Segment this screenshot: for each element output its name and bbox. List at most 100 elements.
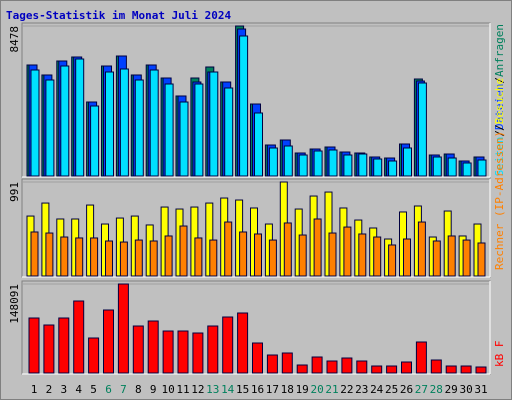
bar	[134, 79, 144, 177]
x-tick-label: 9	[150, 383, 157, 396]
bar	[164, 235, 173, 277]
bar	[358, 233, 367, 277]
bar	[119, 241, 128, 277]
x-tick-label: 21	[325, 383, 338, 396]
bar	[194, 83, 204, 177]
bar	[194, 237, 203, 277]
bar	[462, 239, 471, 277]
bar	[447, 157, 457, 177]
bar	[283, 222, 292, 277]
bar	[356, 360, 368, 374]
bar	[90, 105, 100, 177]
x-tick-label: 11	[176, 383, 189, 396]
bar	[119, 68, 129, 177]
legend-entry: kB F	[493, 341, 506, 368]
bar	[326, 360, 338, 374]
x-tick-label: 15	[236, 383, 249, 396]
bar	[224, 221, 233, 277]
bar	[313, 218, 322, 277]
x-tick-label: 7	[120, 383, 127, 396]
bar	[117, 283, 129, 374]
bar	[328, 232, 337, 277]
bar	[43, 324, 55, 374]
bar	[60, 65, 70, 177]
x-tick-label: 13	[206, 383, 219, 396]
bar	[252, 342, 263, 374]
bar	[149, 69, 159, 177]
bar	[222, 316, 234, 374]
bar	[209, 239, 218, 277]
x-tick-label: 14	[221, 383, 235, 396]
bar	[268, 239, 277, 277]
x-tick-label: 6	[105, 383, 112, 396]
x-tick-label: 23	[355, 383, 368, 396]
legend-entry: Rechner (IP-Adressen)	[493, 131, 506, 270]
bar	[373, 236, 382, 277]
bar	[209, 71, 219, 177]
bar	[311, 356, 323, 374]
x-tick-label: 17	[266, 383, 279, 396]
bar	[403, 147, 412, 177]
bar	[134, 239, 143, 277]
bar	[60, 236, 69, 277]
bar	[432, 156, 442, 177]
bar	[177, 330, 189, 374]
bar	[45, 79, 55, 177]
bar	[239, 35, 249, 177]
x-tick-label: 16	[251, 383, 264, 396]
x-tick-label: 5	[90, 383, 97, 396]
bar	[179, 101, 189, 177]
bar	[75, 237, 84, 277]
x-tick-label: 12	[191, 383, 204, 396]
bar	[283, 145, 293, 177]
bar	[105, 71, 114, 177]
bar	[239, 231, 248, 277]
y-tick-label: 148091	[8, 284, 21, 324]
bar	[401, 361, 412, 374]
bar	[460, 365, 472, 374]
bar	[388, 244, 397, 277]
bar	[266, 354, 278, 374]
x-tick-label: 31	[474, 383, 487, 396]
legend: kB F	[493, 341, 506, 368]
bar	[73, 300, 85, 374]
bar	[45, 232, 54, 277]
bar	[90, 237, 99, 277]
bar	[298, 234, 307, 277]
bar	[207, 325, 219, 374]
bar	[224, 87, 234, 177]
bar	[475, 366, 487, 374]
bar	[179, 225, 188, 277]
legend: Seiten/Dateien/Anfragen	[493, 24, 506, 176]
bar	[371, 365, 383, 374]
bar	[417, 221, 426, 277]
bar	[296, 364, 308, 374]
bar	[147, 320, 159, 374]
x-tick-label: 8	[135, 383, 142, 396]
bar	[386, 365, 398, 374]
x-tick-label: 18	[281, 383, 294, 396]
legend-entry: Dateien	[493, 84, 506, 130]
bar	[237, 312, 249, 374]
bar	[432, 240, 441, 277]
legend-entry: Seiten	[493, 137, 506, 177]
bar	[268, 147, 278, 177]
x-tick-label: 30	[459, 383, 472, 396]
legend-separator: /	[493, 130, 506, 137]
bar	[462, 162, 472, 177]
x-tick-label: 19	[296, 383, 309, 396]
x-tick-label: 10	[161, 383, 174, 396]
x-tick-label: 20	[310, 383, 323, 396]
bar	[343, 226, 352, 277]
bar	[328, 149, 338, 177]
bar	[254, 112, 263, 177]
y-tick-label: 8478	[8, 26, 21, 53]
bar	[132, 325, 144, 374]
bar	[415, 341, 427, 374]
bar	[28, 317, 40, 374]
bar	[388, 160, 398, 177]
x-tick-label: 22	[340, 383, 353, 396]
legend-entry: Besuche	[493, 78, 506, 124]
legend: Rechner (IP-Adressen)/ Besuche	[493, 78, 506, 270]
